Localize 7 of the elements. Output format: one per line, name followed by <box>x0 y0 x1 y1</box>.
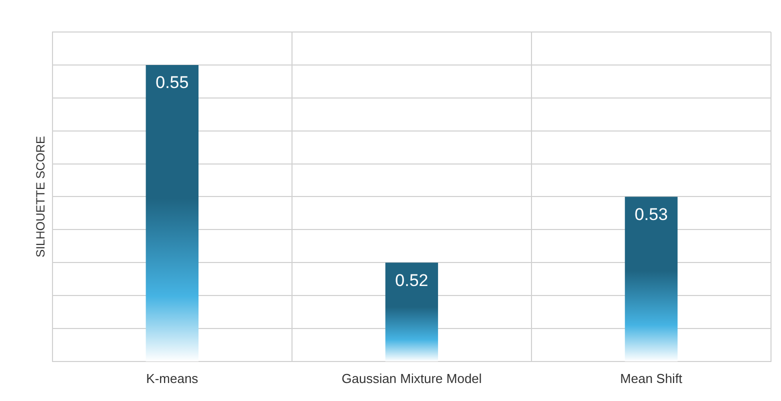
data-label: 0.55 <box>156 73 189 92</box>
y-axis-title: SILHOUETTE SCORE <box>34 136 48 258</box>
x-tick-label: K-means <box>146 370 199 386</box>
x-tick-label: Mean Shift <box>620 370 683 386</box>
data-label: 0.53 <box>634 204 668 224</box>
x-tick-label: Gaussian Mixture Model <box>342 370 482 386</box>
data-label: 0.52 <box>395 270 428 290</box>
